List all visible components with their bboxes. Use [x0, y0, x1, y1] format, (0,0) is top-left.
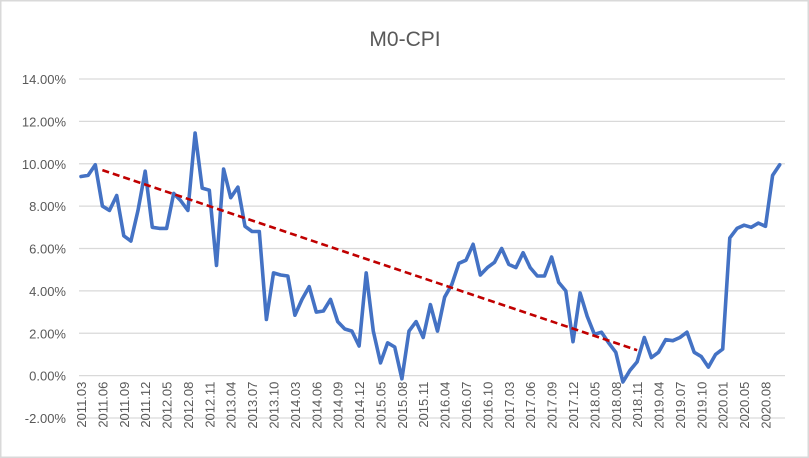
- y-tick-label: 0.00%: [29, 369, 66, 384]
- x-tick-label: 2019.04: [652, 382, 667, 429]
- x-tick-label: 2016.10: [480, 382, 495, 429]
- y-tick-label: 6.00%: [29, 242, 66, 257]
- x-tick-label: 2011.09: [117, 382, 132, 428]
- x-tick-label: 2020.08: [758, 382, 773, 429]
- x-tick-label: 2012.11: [202, 382, 217, 428]
- y-tick-label: 12.00%: [22, 114, 67, 129]
- x-tick-label: 2015.05: [373, 382, 388, 429]
- trendline-layer: [101, 168, 638, 352]
- x-tick-label: 2017.09: [545, 382, 560, 429]
- y-tick-label: 4.00%: [29, 284, 66, 299]
- x-tick-label: 2020.01: [716, 382, 731, 429]
- x-tick-label: 2019.10: [694, 382, 709, 429]
- x-tick-label: 2012.08: [181, 382, 196, 429]
- x-tick-label: 2017.06: [523, 382, 538, 429]
- y-tick-label: -2.00%: [25, 411, 67, 426]
- series-layer: [79, 131, 782, 384]
- x-tick-label: 2015.11: [416, 382, 431, 428]
- x-tick-label: 2018.05: [587, 382, 602, 429]
- x-tick-label: 2013.04: [224, 382, 239, 429]
- x-tick-label: 2012.05: [160, 382, 175, 429]
- x-tick-label: 2018.08: [609, 382, 624, 429]
- x-tick-label: 2015.08: [395, 382, 410, 429]
- y-tick-label: 10.00%: [22, 157, 67, 172]
- x-tick-label: 2016.04: [438, 382, 453, 429]
- x-tick-label: 2017.03: [502, 382, 517, 429]
- x-tick-label: 2013.07: [245, 382, 260, 429]
- chart-title: M0-CPI: [369, 28, 440, 51]
- x-tick-label: 2018.11: [630, 382, 645, 428]
- x-tick-label: 2011.12: [138, 382, 153, 428]
- x-tick-label: 2011.06: [95, 382, 110, 428]
- x-tick-label: 2019.07: [673, 382, 688, 429]
- y-tick-label: 14.00%: [22, 72, 67, 87]
- x-tick-label: 2014.03: [288, 382, 303, 429]
- x-tick-label: 2011.03: [74, 382, 89, 428]
- x-tick-label: 2017.12: [566, 382, 581, 429]
- x-tick-label: 2014.12: [352, 382, 367, 429]
- y-axis-tick-labels: -2.00% 0.00% 2.00% 4.00% 6.00% 8.00% 10.00% 12.…: [22, 72, 67, 426]
- x-tick-label: 2014.06: [309, 382, 324, 429]
- x-tick-label: 2014.09: [331, 382, 346, 429]
- x-tick-label: 2016.07: [459, 382, 474, 429]
- x-tick-label: 2020.05: [737, 382, 752, 429]
- x-tick-label: 2013.10: [267, 382, 282, 429]
- y-tick-label: 2.00%: [29, 326, 66, 341]
- x-axis-tick-labels: 2011.03 2011.06 2011.09 2011.12 2012.05 2012.…: [74, 382, 773, 429]
- gridlines: [79, 78, 785, 419]
- y-tick-label: 8.00%: [29, 199, 66, 214]
- series-line: [79, 131, 782, 384]
- trendline: [101, 168, 638, 352]
